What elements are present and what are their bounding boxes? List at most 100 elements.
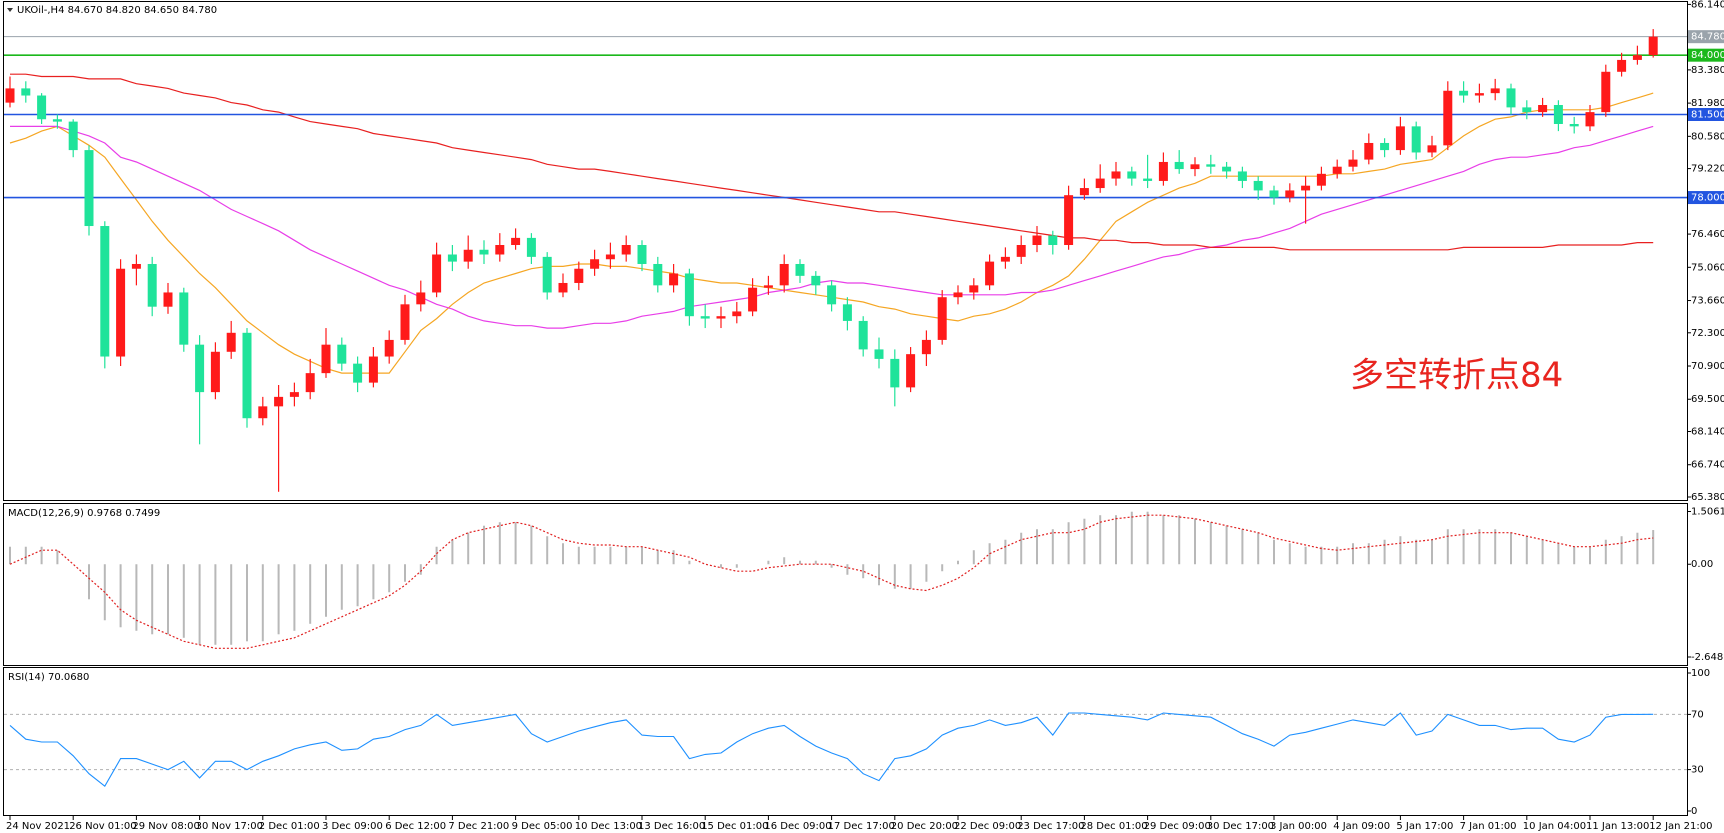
macd-bar xyxy=(9,546,11,565)
candle-body xyxy=(1127,171,1137,179)
x-tick-label: 6 Dec 12:00 xyxy=(385,821,446,832)
macd-bar xyxy=(404,564,406,582)
candle-body xyxy=(400,304,410,340)
macd-bar xyxy=(1288,543,1291,565)
candle-body xyxy=(1301,185,1311,191)
candle-body xyxy=(1143,178,1153,181)
y-tick-label: 83.380 xyxy=(1691,65,1724,76)
level-line-label: 84.000 xyxy=(1691,50,1724,61)
macd-bar xyxy=(783,557,786,565)
macd-bar xyxy=(340,564,343,610)
candle-body xyxy=(21,88,31,96)
candle-body xyxy=(621,245,631,255)
candle-body xyxy=(1443,90,1453,146)
macd-bar xyxy=(735,564,738,568)
y-tick-label: 66.740 xyxy=(1691,460,1724,471)
candle-body xyxy=(1601,71,1611,113)
macd-bar xyxy=(893,564,896,589)
candle-body xyxy=(1111,171,1121,179)
macd-bar xyxy=(451,539,454,565)
candle-body xyxy=(1411,126,1421,153)
candle-body xyxy=(779,263,789,286)
y-tick-label: 65.380 xyxy=(1691,492,1724,503)
level-line-box xyxy=(1688,48,1724,62)
macd-bar xyxy=(1573,546,1576,565)
macd-bar xyxy=(1352,543,1354,565)
macd-bar xyxy=(1273,539,1275,565)
macd-bar xyxy=(1067,522,1070,565)
macd-bar xyxy=(1178,515,1181,565)
macd-bar xyxy=(356,564,359,607)
collapse-icon[interactable] xyxy=(7,8,13,12)
candle-body xyxy=(1395,126,1405,151)
y-tick-label: 70.900 xyxy=(1691,361,1724,372)
macd-bar xyxy=(1241,529,1244,565)
y-tick-label: 69.500 xyxy=(1691,394,1724,405)
rsi-panel xyxy=(3,667,1688,816)
candle-body xyxy=(574,268,584,283)
candle-body xyxy=(937,297,947,340)
candle-body xyxy=(526,237,536,257)
macd-bar xyxy=(1604,539,1607,565)
x-tick-label: 29 Dec 09:00 xyxy=(1144,821,1211,832)
candle-body xyxy=(1285,190,1295,198)
y-tick-label: 1.5061 xyxy=(1691,507,1724,518)
rsi-title: RSI(14) 70.0680 xyxy=(8,672,89,683)
macd-bar xyxy=(1399,536,1402,565)
candle-body xyxy=(1522,107,1532,113)
candle-body xyxy=(274,396,284,407)
price-panel xyxy=(3,1,1688,501)
macd-bar xyxy=(720,564,722,568)
candle-body xyxy=(195,344,205,393)
candle-body xyxy=(1490,88,1500,94)
macd-bar xyxy=(1525,536,1528,565)
macd-bar xyxy=(577,546,580,565)
macd-bar xyxy=(1367,543,1370,565)
macd-bar xyxy=(878,564,880,586)
macd-bar xyxy=(293,564,296,631)
macd-bar xyxy=(1083,518,1086,565)
y-tick-label: 30 xyxy=(1691,765,1704,776)
candle-body xyxy=(1206,164,1216,167)
macd-bar xyxy=(909,564,912,589)
candle-body xyxy=(874,349,884,359)
macd-bar xyxy=(1099,515,1102,565)
x-tick-label: 30 Nov 17:00 xyxy=(196,821,263,832)
macd-bar xyxy=(814,560,817,565)
candle-body xyxy=(447,254,457,262)
macd-bar xyxy=(925,564,928,582)
candle-body xyxy=(1095,178,1105,189)
candle-body xyxy=(305,373,315,393)
candle-body xyxy=(732,311,742,317)
macd-bar xyxy=(957,560,959,565)
macd-bar xyxy=(1557,543,1560,565)
x-tick-label: 17 Dec 17:00 xyxy=(828,821,895,832)
candle-body xyxy=(1269,190,1279,198)
x-tick-label: 3 Dec 09:00 xyxy=(322,821,383,832)
macd-bar xyxy=(198,564,201,645)
candle-body xyxy=(353,363,363,383)
macd-bar xyxy=(988,543,991,565)
macd-bar xyxy=(1510,532,1512,565)
candle-body xyxy=(890,358,900,388)
candle-body xyxy=(1316,173,1326,186)
candle-body xyxy=(5,88,15,103)
macd-bar xyxy=(182,564,185,638)
macd-bar xyxy=(388,564,391,593)
x-tick-label: 10 Dec 13:00 xyxy=(575,821,642,832)
macd-bar xyxy=(767,560,770,565)
candle-body xyxy=(1158,161,1168,181)
macd-bar xyxy=(435,546,438,565)
macd-bar xyxy=(641,546,643,565)
macd-bar xyxy=(1383,539,1386,565)
candle-body xyxy=(1016,245,1026,257)
candle-body xyxy=(842,304,852,321)
candle-body xyxy=(811,275,821,286)
macd-bar xyxy=(419,564,422,575)
macd-bar xyxy=(1589,546,1591,565)
macd-bar xyxy=(1494,529,1497,565)
x-tick-label: 5 Jan 17:00 xyxy=(1396,821,1453,832)
candle-body xyxy=(858,320,868,350)
candle-body xyxy=(210,351,220,393)
